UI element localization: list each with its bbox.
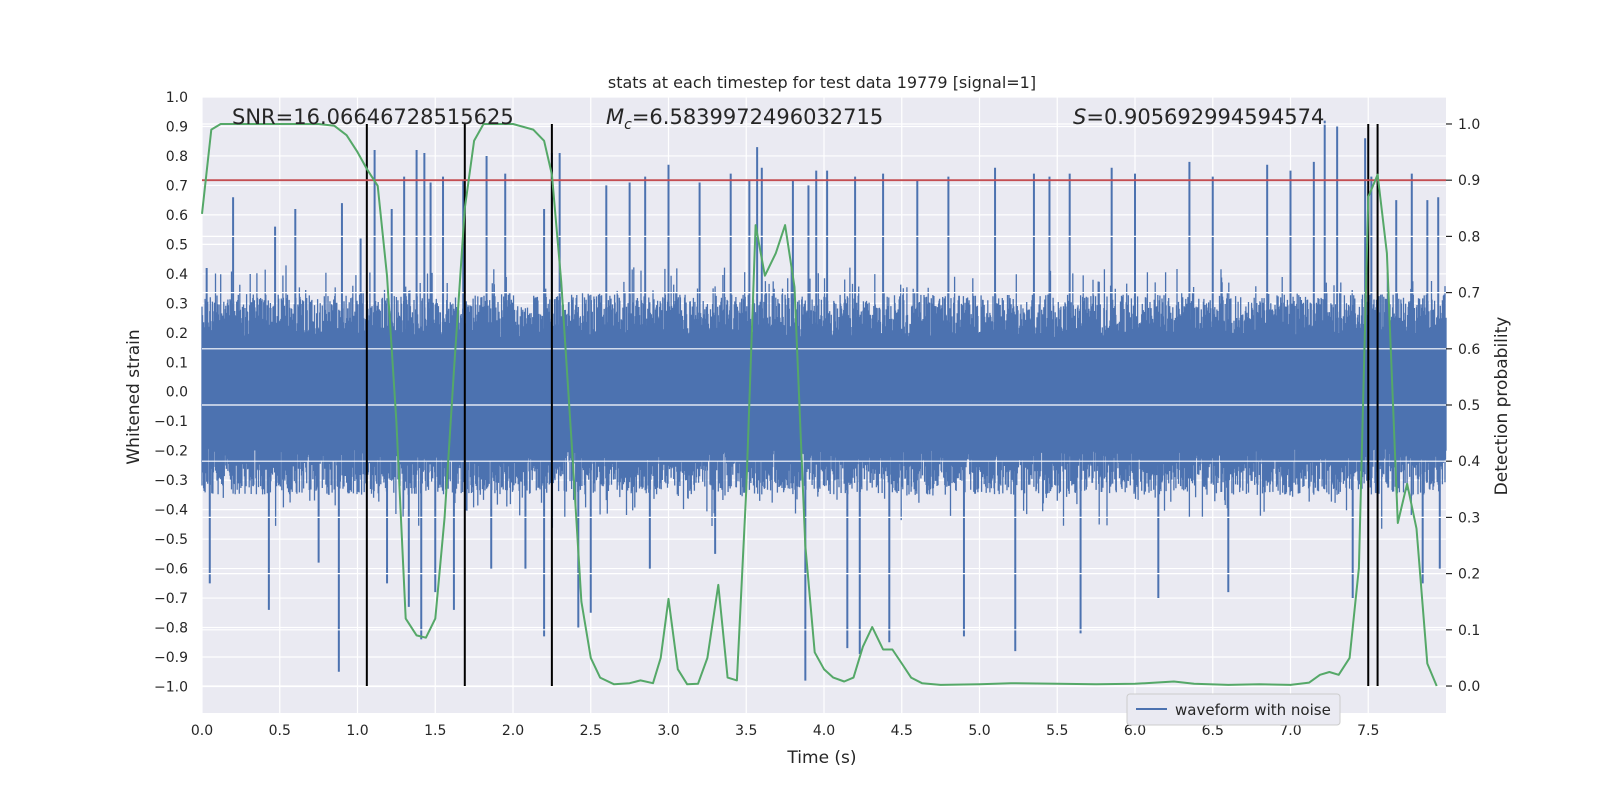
y-tick-label: −0.1 [154, 414, 188, 430]
y-tick-label: −0.3 [154, 473, 188, 489]
y2-tick-label: 0.6 [1458, 342, 1480, 358]
probability-line [201, 123, 1438, 687]
chirp-mass-annotation: Mc=6.5839972496032715 [606, 105, 883, 133]
waveform-series [201, 120, 1447, 681]
y-tick-label: 0.4 [166, 267, 188, 283]
y2-tick-label: 0.4 [1458, 454, 1480, 470]
y-tick-label: 0.7 [166, 178, 188, 194]
x-tick-label: 2.0 [502, 723, 524, 739]
chirp-mass-subscript: c [624, 117, 632, 133]
y-tick-label: 0.1 [166, 355, 188, 371]
chart-title: stats at each timestep for test data 197… [608, 73, 1036, 92]
legend-label-waveform: waveform with noise [1175, 701, 1331, 719]
y-tick-label: −0.7 [154, 591, 188, 607]
x-tick-label: 5.0 [968, 723, 990, 739]
x-tick-label: 4.5 [891, 723, 913, 739]
y-tick-label: −0.2 [154, 444, 188, 460]
x-tick-label: 1.0 [346, 723, 368, 739]
x-tick-label: 0.0 [191, 723, 213, 739]
y-tick-label: 0.9 [166, 119, 188, 135]
y-tick-label: 0.2 [166, 326, 188, 342]
probability-series [201, 123, 1438, 687]
legend-box [1126, 693, 1341, 726]
y-tick-label: −0.6 [154, 562, 188, 578]
chirp-mass-symbol: M [606, 105, 624, 129]
snr-annotation: SNR=16.06646728515625 [232, 105, 514, 129]
x-tick-label: 5.5 [1046, 723, 1068, 739]
y-tick-label: 0.6 [166, 208, 188, 224]
x-tick-label: 1.5 [424, 723, 446, 739]
y2-tick-label: 0.0 [1458, 679, 1480, 695]
x-tick-label: 6.0 [1124, 723, 1146, 739]
y2-tick-label: 1.0 [1458, 117, 1480, 133]
y-tick-label: −0.9 [154, 650, 188, 666]
y-axis-label: Whitened strain [124, 329, 144, 464]
legend: waveform with noise [1126, 693, 1341, 726]
y-tick-label: 0.3 [166, 296, 188, 312]
y-tick-label: 1.0 [166, 90, 188, 106]
x-tick-label: 7.0 [1279, 723, 1301, 739]
s-symbol: S [1073, 105, 1086, 129]
x-tick-label: 7.5 [1357, 723, 1379, 739]
x-tick-label: 6.5 [1202, 723, 1224, 739]
chirp-mass-value: =6.5839972496032715 [632, 105, 883, 129]
y2-axis-label: Detection probability [1492, 317, 1512, 496]
y2-tick-label: 0.2 [1458, 567, 1480, 583]
y-tick-label: −1.0 [154, 679, 188, 695]
y-tick-label: −0.8 [154, 621, 188, 637]
y2-tick-label: 0.8 [1458, 229, 1480, 245]
y-tick-label: −0.5 [154, 532, 188, 548]
x-tick-label: 3.0 [657, 723, 679, 739]
x-tick-label: 0.5 [269, 723, 291, 739]
y2-ticks: 1.0 0.9 0.8 0.7 0.6 0.5 0.4 0.3 0.2 0.1 0.0 [1446, 117, 1480, 695]
y2-tick-label: 0.5 [1458, 398, 1480, 414]
y-tick-label: 0.5 [166, 237, 188, 253]
y-ticks: 1.0 0.9 0.8 0.7 0.6 0.5 0.4 0.3 0.2 0.1 0.0 −0.1 −0.… [154, 90, 188, 695]
y-tick-label: 0.0 [166, 385, 188, 401]
x-tick-label: 4.0 [813, 723, 835, 739]
y2-tick-label: 0.1 [1458, 623, 1480, 639]
x-ticks: 0.0 0.5 1.0 1.5 2.0 2.5 3.0 3.5 4.0 4.5 5.0 5.5 6.0 6… [191, 723, 1380, 739]
y-tick-label: 0.8 [166, 149, 188, 165]
y2-tick-label: 0.9 [1458, 173, 1480, 189]
s-value: =0.905692994594574 [1086, 105, 1324, 129]
s-annotation: S=0.905692994594574 [1073, 105, 1324, 129]
x-tick-label: 2.5 [580, 723, 602, 739]
y-tick-label: −0.4 [154, 503, 188, 519]
x-tick-label: 3.5 [735, 723, 757, 739]
x-axis-label: Time (s) [786, 748, 856, 768]
y2-tick-label: 0.3 [1458, 510, 1480, 526]
y2-tick-label: 0.7 [1458, 286, 1480, 302]
y2-grid [202, 123, 1446, 687]
